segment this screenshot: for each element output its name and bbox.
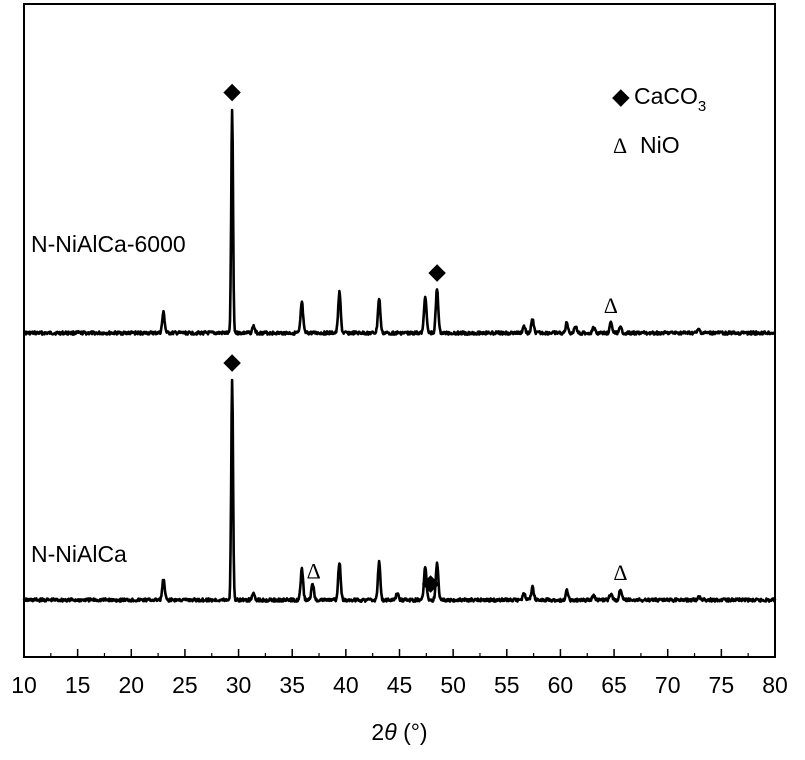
x-tick-label: 65	[601, 672, 627, 698]
x-tick-label: 30	[226, 672, 252, 698]
x-tick-label: 70	[655, 672, 681, 698]
legend-symbol-nio: Δ	[613, 133, 627, 158]
legend-label-caco3: CaCO3	[634, 83, 706, 115]
caco3-peak-marker: ◆	[223, 348, 241, 374]
x-tick-label: 45	[387, 672, 413, 698]
legend: ◆ CaCO3 Δ NiO	[612, 83, 706, 158]
legend-symbol-caco3: ◆	[612, 83, 630, 109]
x-tick-label: 15	[65, 672, 91, 698]
x-tick-label: 75	[709, 672, 735, 698]
x-tick-label: 10	[11, 672, 37, 698]
x-tick-label: 80	[762, 672, 788, 698]
x-tick-label: 25	[172, 672, 198, 698]
caco3-peak-marker: ◆	[223, 78, 241, 104]
caco3-peak-marker: ◆	[422, 569, 440, 595]
x-tick-label: 35	[279, 672, 305, 698]
x-axis-title: 2θ (°)	[371, 719, 427, 745]
peak-annotations: ◆ ◆ Δ ◆ Δ ◆ Δ	[223, 78, 627, 595]
x-tick-label: 50	[440, 672, 466, 698]
nio-peak-marker: Δ	[307, 558, 321, 583]
x-tick-label: 60	[548, 672, 574, 698]
series-line-n-nialca	[22, 378, 777, 603]
x-axis-ticks: 10 15 20 25 30 35 40 45 50 55 60 65 70 75 80	[11, 649, 788, 698]
nio-peak-marker: Δ	[613, 560, 627, 585]
series-lines	[22, 108, 777, 603]
nio-peak-marker: Δ	[604, 293, 618, 318]
series-line-n-nialca-6000	[23, 108, 777, 336]
x-tick-label: 40	[333, 672, 359, 698]
series-label-n-nialca: N-NiAlCa	[31, 541, 127, 567]
x-tick-label: 20	[118, 672, 144, 698]
series-label-n-nialca-6000: N-NiAlCa-6000	[31, 231, 186, 257]
x-tick-label: 55	[494, 672, 520, 698]
caco3-peak-marker: ◆	[428, 258, 446, 284]
legend-label-nio: NiO	[640, 132, 680, 158]
